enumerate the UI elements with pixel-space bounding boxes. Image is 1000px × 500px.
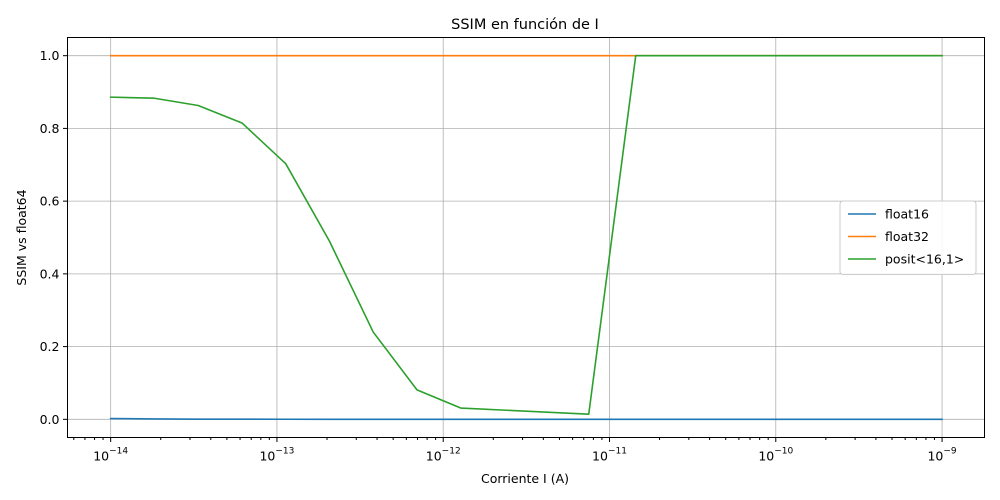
legend-label: float16 <box>885 207 929 222</box>
legend-label: float32 <box>885 229 929 244</box>
x-tick-label: 10−13 <box>259 447 294 464</box>
y-tick-label: 0.4 <box>40 266 60 281</box>
x-tick-label: 10−12 <box>426 447 461 464</box>
x-axis-label: Corriente I (A) <box>481 471 569 486</box>
y-tick-label: 0.2 <box>40 339 60 354</box>
y-tick-label: 0.8 <box>40 121 60 136</box>
x-tick-label: 10−9 <box>927 447 956 464</box>
x-tick-label: 10−14 <box>93 447 128 464</box>
y-axis-label: SSIM vs float64 <box>14 189 29 285</box>
legend-label: posit<16,1> <box>885 252 964 267</box>
y-tick-label: 1.0 <box>40 48 60 63</box>
legend: float16 float32 posit<16,1> <box>839 200 977 275</box>
series-line-2 <box>109 54 943 416</box>
series-line-0 <box>109 417 943 421</box>
series-layer <box>109 54 943 421</box>
legend-box <box>839 200 977 275</box>
x-tick-label: 10−10 <box>758 447 793 464</box>
y-axis: 0.0 0.2 0.4 0.6 0.8 1.0 <box>40 48 68 427</box>
x-axis: 10−14 10−13 10−12 10−11 10−10 10−9 <box>73 437 957 464</box>
plot-frame <box>67 37 985 438</box>
chart-title: SSIM en función de I <box>451 17 599 33</box>
y-tick-label: 0.6 <box>40 194 60 209</box>
x-tick-label: 10−11 <box>592 447 627 464</box>
y-tick-label: 0.0 <box>40 412 60 427</box>
